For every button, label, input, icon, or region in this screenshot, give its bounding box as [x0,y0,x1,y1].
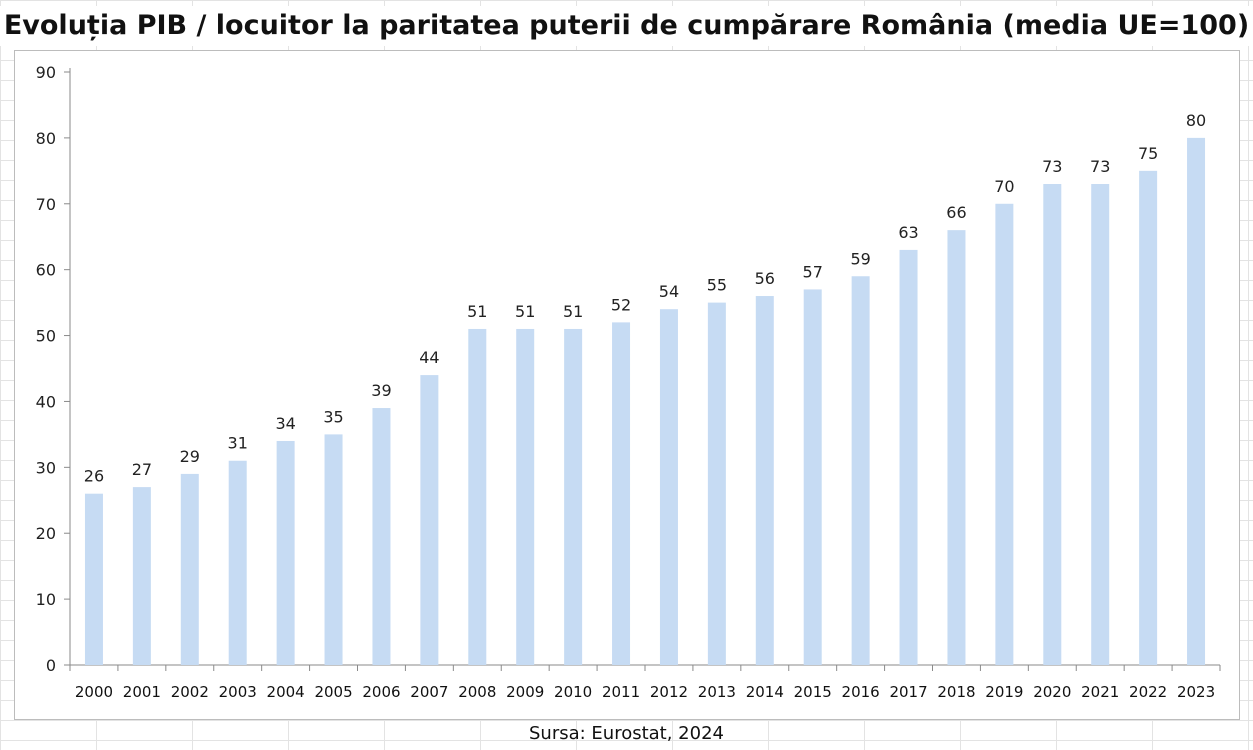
data-label: 34 [275,414,295,433]
data-label: 52 [611,295,631,314]
x-tick-label: 2003 [219,683,257,701]
bar [707,302,726,665]
y-tick-label: 0 [46,656,56,675]
x-tick-label: 2002 [171,683,209,701]
bar [1091,184,1110,665]
bar [324,434,343,665]
y-tick-label: 90 [36,63,56,82]
x-tick-label: 2012 [650,683,688,701]
x-tick-label: 2015 [794,683,832,701]
y-tick-label: 40 [36,392,56,411]
x-tick-label: 2023 [1177,683,1215,701]
bar [1043,184,1062,665]
chart-area[interactable]: 0 10 20 30 40 50 60 70 80 90 26 2000 27 2001 29 2002 31 2… [14,50,1240,720]
x-tick-label: 2007 [410,683,448,701]
data-label: 29 [180,447,200,466]
y-tick-label: 30 [36,458,56,477]
data-label: 66 [946,203,966,222]
x-tick-label: 2004 [267,683,305,701]
bar [372,408,391,665]
bar [1139,170,1158,665]
data-label: 35 [323,407,343,426]
bar [276,440,295,665]
x-tick-label: 2005 [314,683,352,701]
x-tick-label: 2022 [1129,683,1167,701]
bar [516,328,535,665]
bar [995,203,1014,665]
bar [899,249,918,665]
data-label: 51 [563,302,583,321]
bar [803,289,822,665]
data-label: 51 [515,302,535,321]
chart-title: Evoluția PIB / locuitor la paritatea put… [0,6,1253,46]
x-tick-label: 2020 [1033,683,1071,701]
data-label: 55 [707,276,727,295]
data-label: 39 [371,381,391,400]
data-label: 44 [419,348,439,367]
bar [1187,137,1206,665]
bar-chart: 0 10 20 30 40 50 60 70 80 90 26 2000 27 2001 29 2002 31 2… [36,63,1221,701]
data-label: 57 [803,262,823,281]
bar [851,276,870,665]
y-tick-label: 70 [36,195,56,214]
x-tick-label: 2009 [506,683,544,701]
data-label: 80 [1186,111,1206,130]
source-note: Sursa: Eurostat, 2024 [528,723,724,744]
x-tick-label: 2017 [889,683,927,701]
x-tick-label: 2016 [842,683,880,701]
y-tick-label: 20 [36,524,56,543]
data-label: 59 [850,249,870,268]
y-tick-label: 10 [36,590,56,609]
y-tick-label: 50 [36,327,56,346]
y-tick-label: 60 [36,261,56,280]
x-tick-label: 2010 [554,683,592,701]
x-tick-label: 2006 [362,683,400,701]
x-tick-label: 2011 [602,683,640,701]
bar [659,309,678,665]
data-label: 75 [1138,144,1158,163]
x-tick-label: 2018 [937,683,975,701]
x-tick-label: 2001 [123,683,161,701]
data-label: 54 [659,282,679,301]
data-label: 31 [228,434,248,453]
bar [947,230,966,665]
x-tick-label: 2019 [985,683,1023,701]
x-tick-label: 2013 [698,683,736,701]
bar [228,460,247,665]
data-label: 73 [1090,157,1110,176]
data-label: 63 [898,223,918,242]
bar [755,296,774,665]
data-label: 26 [84,467,104,486]
data-label: 51 [467,302,487,321]
data-label: 70 [994,177,1014,196]
bar [132,487,151,665]
y-tick-label: 80 [36,129,56,148]
bar [612,322,631,665]
bar [180,473,199,665]
data-label: 56 [755,269,775,288]
x-tick-label: 2008 [458,683,496,701]
data-label: 27 [132,460,152,479]
bar [420,375,439,665]
bar [564,328,583,665]
bar [468,328,487,665]
x-tick-label: 2014 [746,683,784,701]
data-label: 73 [1042,157,1062,176]
bar [84,493,103,665]
x-tick-label: 2000 [75,683,113,701]
x-tick-label: 2021 [1081,683,1119,701]
